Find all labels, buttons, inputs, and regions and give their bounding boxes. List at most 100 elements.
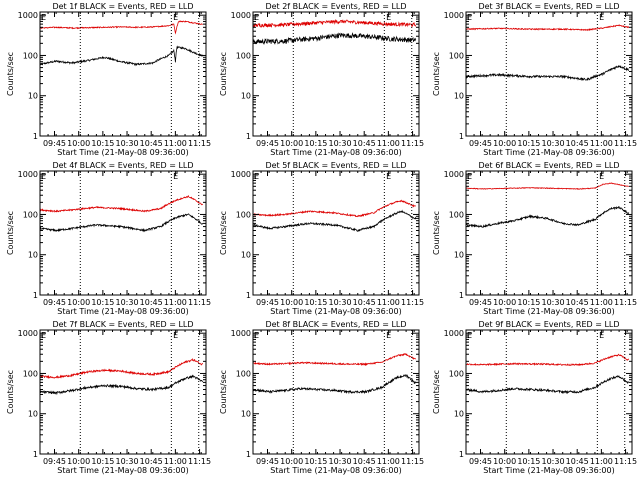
x-tick-label: 09:45 [469, 298, 492, 307]
flag-label: E [41, 331, 46, 340]
x-tick-label: 10:00 [280, 298, 303, 307]
series-line-events [252, 374, 417, 395]
x-axis-label: Start Time (21-May-08 09:36:00) [270, 307, 401, 316]
y-tick-label: 100 [449, 369, 464, 378]
x-tick-label: 11:15 [188, 457, 211, 466]
chart-panel-4: Det 4f BLACK = Events, RED = LLD 1 10 100 10… [6, 161, 211, 316]
y-axis-label: Counts/sec [219, 52, 228, 96]
x-tick-label: 09:45 [256, 298, 279, 307]
y-tick-label: 1 [246, 291, 251, 300]
x-axis-label: Start Time (21-May-08 09:36:00) [270, 148, 401, 157]
x-tick-label: 10:30 [115, 298, 138, 307]
chart-title: Det 7f BLACK = Events, RED = LLD [52, 320, 193, 329]
plot-frame [252, 11, 420, 137]
plot-frame [39, 11, 207, 137]
x-axis-label: Start Time (21-May-08 09:36:00) [270, 466, 401, 475]
x-tick-label: 10:15 [304, 457, 327, 466]
series-line-lld [465, 23, 630, 32]
x-tick-label: 10:15 [517, 457, 540, 466]
y-tick-label: 1 [33, 132, 38, 141]
x-axis-label: Start Time (21-May-08 09:36:00) [57, 307, 188, 316]
series-line-lld [39, 20, 203, 35]
chart-title: Det 5f BLACK = Events, RED = LLD [265, 161, 406, 170]
y-tick-label: 1000 [18, 170, 38, 179]
chart-title: Det 8f BLACK = Events, RED = LLD [265, 320, 406, 329]
y-tick-label: 10 [454, 92, 464, 101]
x-tick-label: 09:45 [469, 139, 492, 148]
flag-label: E [386, 172, 391, 181]
series-line-events [465, 206, 630, 228]
y-tick-label: 1 [33, 291, 38, 300]
series-line-events [465, 64, 629, 82]
x-tick-label: 10:15 [517, 139, 540, 148]
y-tick-label: 10 [241, 410, 251, 419]
y-axis-label: Counts/sec [6, 370, 15, 414]
y-tick-label: 1000 [231, 329, 251, 338]
chart-title: Det 1f BLACK = Events, RED = LLD [52, 2, 193, 11]
y-tick-label: 100 [23, 210, 38, 219]
y-tick-label: 100 [23, 369, 38, 378]
y-tick-label: 1 [459, 450, 464, 459]
x-tick-label: 10:30 [328, 457, 351, 466]
y-axis-label: Counts/sec [6, 211, 15, 255]
x-tick-label: 10:00 [67, 139, 90, 148]
x-tick-label: 11:00 [590, 139, 613, 148]
chart-panel-5: Det 5f BLACK = Events, RED = LLD 1 10 100 10… [219, 161, 424, 316]
chart-title: Det 4f BLACK = Events, RED = LLD [52, 161, 193, 170]
chart-panel-8: Det 8f BLACK = Events, RED = LLD 1 10 100 10… [219, 320, 424, 475]
y-axis-label: Counts/sec [219, 211, 228, 255]
x-tick-label: 10:00 [67, 457, 90, 466]
series-line-events [39, 213, 204, 233]
x-tick-label: 10:30 [115, 457, 138, 466]
flag-label: E [599, 172, 604, 181]
flag-label: E [173, 331, 178, 340]
x-tick-label: 10:45 [140, 139, 163, 148]
y-tick-label: 10 [28, 92, 38, 101]
y-tick-label: 100 [449, 210, 464, 219]
y-tick-label: 10 [28, 410, 38, 419]
x-tick-label: 11:00 [164, 139, 187, 148]
x-tick-label: 10:30 [541, 457, 564, 466]
flag-label: E [386, 331, 391, 340]
y-tick-label: 100 [236, 210, 251, 219]
x-tick-label: 10:30 [328, 298, 351, 307]
x-tick-label: 10:15 [91, 457, 114, 466]
series-line-lld [252, 19, 417, 28]
y-tick-label: 10 [454, 251, 464, 260]
x-axis-label: Start Time (21-May-08 09:36:00) [483, 307, 614, 316]
chart-panel-9: Det 9f BLACK = Events, RED = LLD 1 10 100 10… [432, 320, 637, 475]
flag-label: E [467, 13, 472, 22]
x-tick-label: 11:15 [401, 139, 424, 148]
series-line-lld [465, 182, 629, 190]
y-tick-label: 1 [33, 450, 38, 459]
x-tick-label: 11:00 [164, 457, 187, 466]
flag-label: E [254, 331, 259, 340]
x-tick-label: 10:45 [140, 298, 163, 307]
y-tick-label: 1000 [444, 11, 464, 20]
y-tick-label: 1000 [444, 329, 464, 338]
flag-label: E [173, 13, 178, 22]
y-tick-label: 10 [454, 410, 464, 419]
chart-panel-2: Det 2f BLACK = Events, RED = LLD 1 10 100 10… [219, 2, 424, 157]
x-tick-label: 09:45 [43, 139, 66, 148]
x-tick-label: 09:45 [256, 139, 279, 148]
x-axis-label: Start Time (21-May-08 09:36:00) [483, 466, 614, 475]
x-tick-label: 10:45 [566, 298, 589, 307]
x-tick-label: 11:00 [377, 457, 400, 466]
chart-title: Det 2f BLACK = Events, RED = LLD [265, 2, 406, 11]
x-tick-label: 09:45 [469, 457, 492, 466]
x-tick-label: 09:45 [43, 457, 66, 466]
flag-label: E [386, 13, 391, 22]
x-tick-label: 10:45 [353, 457, 376, 466]
chart-title: Det 9f BLACK = Events, RED = LLD [478, 320, 619, 329]
x-tick-label: 10:45 [566, 139, 589, 148]
flag-label: E [173, 172, 178, 181]
chart-panel-7: Det 7f BLACK = Events, RED = LLD 1 10 100 10… [6, 320, 211, 475]
y-tick-label: 1 [246, 450, 251, 459]
x-tick-label: 11:15 [188, 298, 211, 307]
series-line-lld [39, 358, 204, 380]
x-tick-label: 11:15 [401, 298, 424, 307]
x-tick-label: 10:00 [493, 298, 516, 307]
x-tick-label: 10:00 [493, 139, 516, 148]
x-tick-label: 10:45 [566, 457, 589, 466]
